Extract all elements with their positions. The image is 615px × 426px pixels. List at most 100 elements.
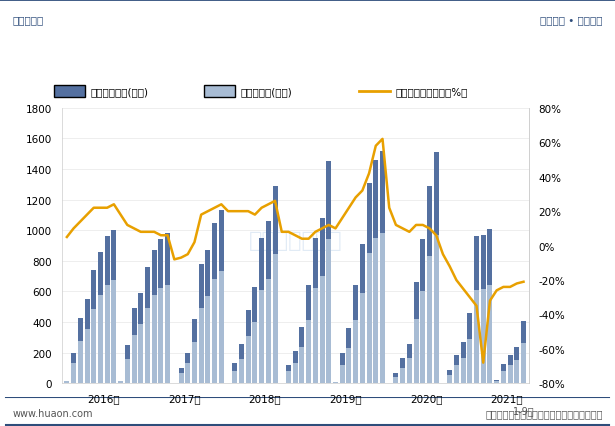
Text: 房地产投资额(亿元): 房地产投资额(亿元) (90, 87, 149, 97)
Bar (420, 291, 426, 383)
Bar (77, 318, 83, 383)
Bar (373, 239, 378, 383)
Bar (252, 322, 258, 383)
Text: 专业严谨 • 客观科学: 专业严谨 • 客观科学 (540, 15, 603, 25)
Bar (434, 153, 438, 383)
Bar (165, 285, 170, 383)
Bar (132, 335, 137, 383)
Bar (165, 234, 170, 383)
Bar (467, 340, 472, 383)
Bar (98, 296, 103, 383)
Bar (205, 296, 210, 383)
Bar (272, 187, 277, 383)
Bar (65, 381, 69, 383)
Bar (413, 283, 419, 383)
Bar (84, 329, 90, 383)
Bar (259, 290, 264, 383)
Bar (111, 280, 116, 383)
Bar (454, 366, 459, 383)
Bar (346, 328, 351, 383)
Bar (138, 294, 143, 383)
Bar (521, 343, 526, 383)
Bar (84, 299, 90, 383)
Bar (145, 268, 150, 383)
Bar (152, 250, 157, 383)
FancyBboxPatch shape (204, 86, 235, 98)
Bar (313, 288, 318, 383)
Bar (91, 271, 97, 383)
Bar (400, 368, 405, 383)
Bar (178, 373, 183, 383)
Bar (320, 219, 325, 383)
Bar (132, 308, 137, 383)
Bar (65, 381, 69, 383)
Bar (313, 239, 318, 383)
Text: 房地产投资额增速（%）: 房地产投资额增速（%） (395, 87, 467, 97)
Bar (427, 187, 432, 383)
Bar (152, 296, 157, 383)
Bar (232, 371, 237, 383)
Bar (514, 360, 519, 383)
Bar (306, 320, 311, 383)
Bar (481, 235, 486, 383)
Bar (212, 279, 217, 383)
Bar (407, 358, 412, 383)
Bar (461, 342, 466, 383)
Bar (77, 341, 83, 383)
Bar (192, 342, 197, 383)
Bar (159, 288, 164, 383)
Bar (447, 371, 452, 383)
Bar (346, 348, 351, 383)
Bar (91, 309, 97, 383)
Bar (367, 184, 371, 383)
Bar (339, 365, 345, 383)
Bar (138, 325, 143, 383)
Bar (488, 285, 493, 383)
Bar (199, 264, 204, 383)
Bar (427, 256, 432, 383)
Bar (145, 308, 150, 383)
Bar (205, 250, 210, 383)
Bar (219, 271, 224, 383)
Bar (111, 231, 116, 383)
Bar (286, 371, 291, 383)
Bar (380, 233, 385, 383)
Bar (125, 359, 130, 383)
Bar (245, 310, 251, 383)
Bar (333, 382, 338, 383)
Bar (71, 353, 76, 383)
Text: 华经产业研究院: 华经产业研究院 (248, 230, 342, 250)
Bar (474, 290, 479, 383)
Bar (293, 351, 298, 383)
Text: www.huaon.com: www.huaon.com (12, 408, 93, 418)
Text: 华经情报网: 华经情报网 (12, 15, 44, 25)
Bar (245, 336, 251, 383)
Bar (118, 381, 123, 383)
Bar (71, 363, 76, 383)
Bar (266, 279, 271, 383)
Bar (514, 348, 519, 383)
Bar (521, 322, 526, 383)
Bar (454, 355, 459, 383)
Bar (373, 161, 378, 383)
Bar (327, 162, 331, 383)
Bar (494, 381, 499, 383)
Bar (105, 237, 109, 383)
Bar (286, 365, 291, 383)
Bar (98, 252, 103, 383)
Bar (212, 223, 217, 383)
Bar (300, 328, 304, 383)
Text: 2016-2024年9月吉林省房地产投资额及住宅投资额: 2016-2024年9月吉林省房地产投资额及住宅投资额 (167, 49, 448, 66)
Bar (488, 229, 493, 383)
Bar (192, 320, 197, 383)
Bar (259, 239, 264, 383)
Bar (125, 345, 130, 383)
Bar (407, 344, 412, 383)
Bar (447, 375, 452, 383)
Bar (367, 253, 371, 383)
FancyBboxPatch shape (54, 86, 85, 98)
Bar (467, 313, 472, 383)
Bar (461, 358, 466, 383)
Text: 住宅投资额(亿元): 住宅投资额(亿元) (240, 87, 292, 97)
Bar (185, 353, 190, 383)
